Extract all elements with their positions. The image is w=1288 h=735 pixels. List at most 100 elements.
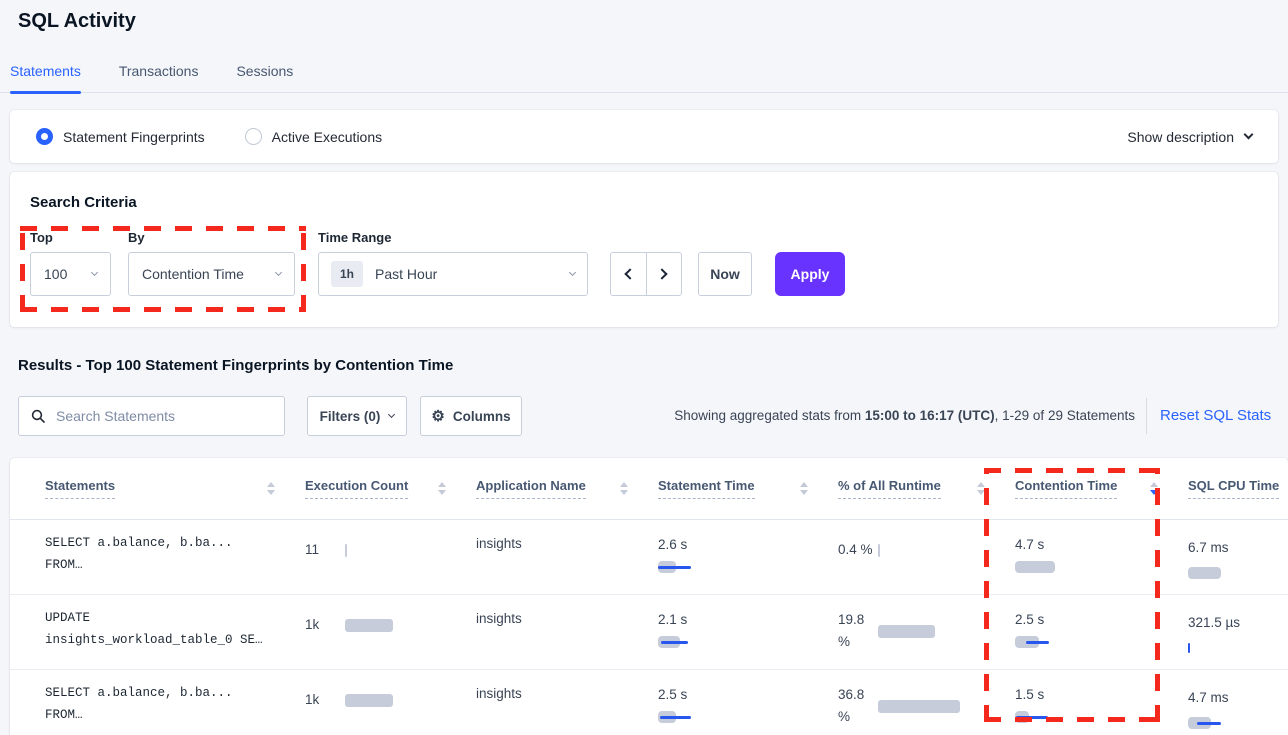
sort-desc-icon[interactable] — [438, 490, 446, 495]
contention-time-cell-value: 2.5 s — [1015, 612, 1045, 627]
statement-cell[interactable]: SELECT a.balance, b.ba... FROM… — [45, 520, 305, 594]
execution-count-cell-value: 1k — [305, 692, 320, 707]
chevron-down-icon — [388, 410, 396, 418]
column-header-statement-time: Statement Time — [658, 478, 838, 499]
column-header-label[interactable]: % of All Runtime — [838, 478, 941, 499]
sort-desc-icon[interactable] — [977, 490, 985, 495]
sort-asc-icon[interactable] — [1150, 482, 1158, 487]
sql-cpu-time-cell-bar — [1188, 567, 1288, 579]
execution-count-cell: 1k — [305, 595, 476, 641]
sort-asc-icon[interactable] — [267, 482, 275, 487]
contention-time-cell-bar — [1015, 636, 1145, 648]
sort-carets[interactable] — [267, 482, 275, 495]
search-statements-input[interactable] — [54, 407, 272, 425]
bar-total — [1015, 561, 1055, 573]
next-range-button[interactable] — [645, 253, 681, 295]
page-title: SQL Activity — [18, 10, 136, 32]
radio-active-executions[interactable]: Active Executions — [244, 128, 383, 145]
now-button[interactable]: Now — [698, 252, 752, 296]
execution-count-cell-value: 1k — [305, 617, 320, 632]
view-toggle-bar: Statement Fingerprints Active Executions… — [10, 110, 1278, 163]
bar-mean-line — [1188, 643, 1190, 653]
application-name-cell: insights — [476, 611, 522, 626]
reset-sql-stats-link[interactable]: Reset SQL Stats — [1160, 407, 1272, 424]
column-header-label[interactable]: Application Name — [476, 478, 586, 499]
time-range-select[interactable]: 1h Past Hour — [318, 252, 588, 296]
sort-carets[interactable] — [1150, 482, 1158, 495]
apply-button[interactable]: Apply — [775, 252, 845, 296]
radio-label: Active Executions — [271, 128, 383, 145]
column-header-label[interactable]: Statement Time — [658, 478, 755, 499]
aggregated-stats-text: Showing aggregated stats from 15:00 to 1… — [674, 408, 1135, 423]
filters-button[interactable]: Filters (0) — [307, 396, 407, 436]
statement-time-cell-bar — [658, 636, 788, 648]
execution-count-cell: 11 — [305, 520, 476, 566]
contention-time-cell: 1.5 s — [1015, 670, 1188, 735]
radio-selected-icon[interactable] — [36, 128, 53, 145]
statements-table: Statements Execution Count Application Nam… — [10, 458, 1288, 735]
columns-button[interactable]: ⚙ Columns — [420, 396, 522, 436]
statement-time-cell-value: 2.5 s — [658, 687, 688, 702]
by-select-value: Contention Time — [142, 266, 244, 282]
sort-carets[interactable] — [438, 482, 446, 495]
statement-cell[interactable]: UPDATE insights_workload_table_0 SE… — [45, 595, 305, 669]
by-select[interactable]: Contention Time — [128, 252, 295, 296]
columns-label: Columns — [452, 408, 511, 424]
radio-unselected-icon[interactable] — [244, 128, 262, 145]
tab-statements[interactable]: Statements — [10, 50, 81, 94]
execution-count-cell-value: 11 — [305, 542, 320, 557]
bar-mean-line — [1197, 721, 1221, 725]
statement-time-cell: 2.6 s — [658, 520, 838, 594]
column-header-execution-count: Execution Count — [305, 478, 476, 499]
gear-icon: ⚙ — [431, 407, 445, 425]
bar-mean-line — [658, 565, 691, 569]
table-row: SELECT a.balance, b.ba... FROM… 1k insights… — [10, 670, 1288, 735]
chevron-down-icon — [1243, 129, 1254, 140]
radio-label: Statement Fingerprints — [63, 128, 205, 145]
sort-desc-icon[interactable] — [620, 490, 628, 495]
toolbar-divider — [1146, 398, 1147, 434]
tab-transactions[interactable]: Transactions — [118, 63, 199, 79]
chevron-down-icon — [274, 268, 283, 276]
application-name-cell: insights — [476, 536, 522, 551]
prev-range-button[interactable] — [611, 253, 646, 295]
sort-asc-icon[interactable] — [438, 482, 446, 487]
column-header-label[interactable]: Execution Count — [305, 478, 409, 499]
sort-carets[interactable] — [620, 482, 628, 495]
column-header-label[interactable]: Statements — [45, 478, 116, 499]
pct-of-runtime-cell-bar — [878, 543, 880, 557]
contention-time-cell-value: 4.7 s — [1015, 537, 1045, 552]
by-label: By — [128, 230, 145, 245]
contention-time-cell-value: 1.5 s — [1015, 687, 1045, 702]
sort-asc-icon[interactable] — [800, 482, 808, 487]
top-select[interactable]: 100 — [30, 252, 111, 296]
statement-line-1: SELECT a.balance, b.ba... — [45, 686, 233, 700]
sort-asc-icon[interactable] — [977, 482, 985, 487]
sort-desc-icon[interactable] — [1150, 490, 1158, 495]
table-row: SELECT a.balance, b.ba... FROM… 11 insights… — [10, 520, 1288, 595]
sort-carets[interactable] — [800, 482, 808, 495]
show-description-toggle[interactable]: Show description — [1127, 129, 1254, 145]
radio-statement-fingerprints[interactable]: Statement Fingerprints — [36, 128, 205, 145]
table-row: UPDATE insights_workload_table_0 SE… 1k ins… — [10, 595, 1288, 670]
sort-carets[interactable] — [977, 482, 985, 495]
sql-cpu-time-cell-value: 6.7 ms — [1188, 540, 1229, 555]
search-criteria-card: Search Criteria Top By Time Range 100 Co… — [10, 172, 1278, 327]
column-header-label[interactable]: SQL CPU Time — [1188, 478, 1280, 499]
sort-desc-icon[interactable] — [800, 490, 808, 495]
contention-time-cell-bar — [1015, 561, 1145, 573]
column-header-label[interactable]: Contention Time — [1015, 478, 1118, 499]
bar-mean-line — [1016, 715, 1048, 719]
sort-desc-icon[interactable] — [267, 490, 275, 495]
column-header-application-name: Application Name — [476, 478, 658, 499]
bar-mean-line — [661, 640, 688, 644]
sql-cpu-time-cell: 6.7 ms — [1188, 520, 1288, 594]
statement-cell[interactable]: SELECT a.balance, b.ba... FROM… — [45, 670, 305, 735]
time-range-pager — [610, 252, 682, 296]
execution-count-cell-bar — [345, 618, 393, 632]
sort-asc-icon[interactable] — [620, 482, 628, 487]
table-header-row: Statements Execution Count Application Nam… — [10, 458, 1288, 520]
tab-sessions[interactable]: Sessions — [236, 63, 294, 79]
table-body: SELECT a.balance, b.ba... FROM… 11 insights… — [10, 520, 1288, 735]
time-range-badge: 1h — [331, 261, 364, 287]
